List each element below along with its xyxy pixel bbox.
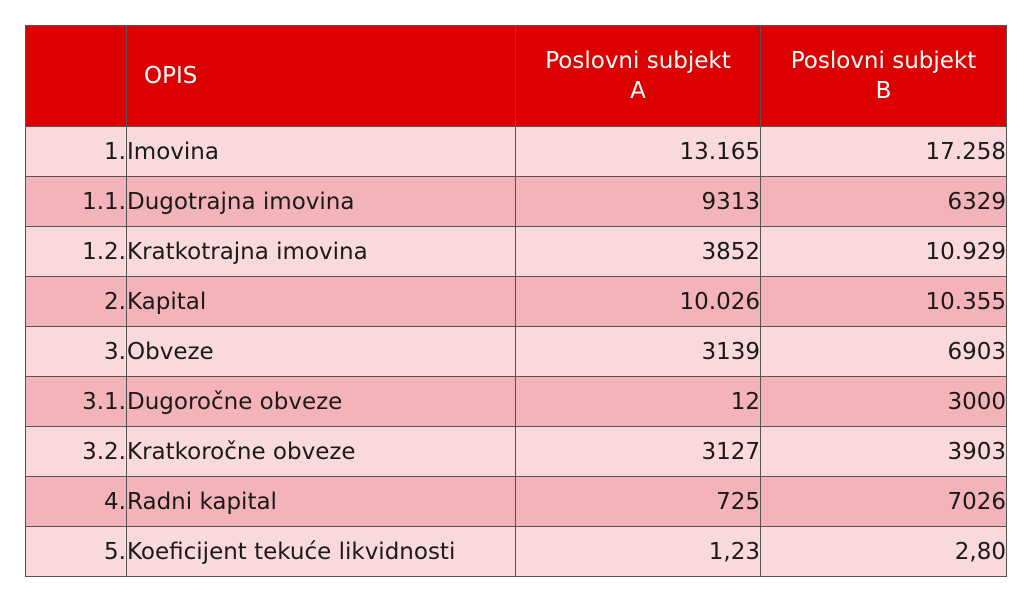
row-value-b: 3903 — [760, 426, 1007, 477]
table-row: 3. Obveze 3139 6903 — [25, 326, 1007, 377]
row-value-a: 13.165 — [515, 126, 761, 177]
header-subject-b: Poslovni subjekt B — [760, 25, 1007, 127]
row-value-b: 7026 — [760, 476, 1007, 527]
row-value-a: 3852 — [515, 226, 761, 277]
table-row: 2. Kapital 10.026 10.355 — [25, 276, 1007, 327]
row-value-b: 17.258 — [760, 126, 1007, 177]
row-value-a: 1,23 — [515, 526, 761, 577]
row-description: Radni kapital — [126, 476, 516, 527]
row-number: 2. — [25, 276, 127, 327]
row-number: 3.2. — [25, 426, 127, 477]
row-number: 1.2. — [25, 226, 127, 277]
header-num — [25, 25, 127, 127]
header-subject-a-line1: Poslovni subjekt — [545, 48, 731, 74]
row-number: 1. — [25, 126, 127, 177]
row-number: 3. — [25, 326, 127, 377]
row-description: Kapital — [126, 276, 516, 327]
row-number: 5. — [25, 526, 127, 577]
row-description: Kratkoročne obveze — [126, 426, 516, 477]
row-value-a: 3139 — [515, 326, 761, 377]
financial-table: OPIS Poslovni subjekt A Poslovni subjekt… — [25, 25, 1007, 577]
header-opis: OPIS — [126, 25, 516, 127]
row-value-b: 3000 — [760, 376, 1007, 427]
table-row: 1.1. Dugotrajna imovina 9313 6329 — [25, 176, 1007, 227]
row-value-b: 10.929 — [760, 226, 1007, 277]
table-row: 1.2. Kratkotrajna imovina 3852 10.929 — [25, 226, 1007, 277]
row-description: Obveze — [126, 326, 516, 377]
row-value-a: 3127 — [515, 426, 761, 477]
row-number: 3.1. — [25, 376, 127, 427]
header-subject-b-line2: B — [875, 78, 892, 104]
row-number: 1.1. — [25, 176, 127, 227]
table-row: 4. Radni kapital 725 7026 — [25, 476, 1007, 527]
row-value-a: 12 — [515, 376, 761, 427]
table-row: 3.1. Dugoročne obveze 12 3000 — [25, 376, 1007, 427]
table-body: 1. Imovina 13.165 17.258 1.1. Dugotrajna… — [25, 126, 1007, 577]
table-header: OPIS Poslovni subjekt A Poslovni subjekt… — [25, 25, 1007, 127]
row-value-a: 9313 — [515, 176, 761, 227]
row-description: Koeficijent tekuće likvidnosti — [126, 526, 516, 577]
row-value-b: 10.355 — [760, 276, 1007, 327]
table-row: 1. Imovina 13.165 17.258 — [25, 126, 1007, 177]
header-subject-a: Poslovni subjekt A — [515, 25, 761, 127]
row-number: 4. — [25, 476, 127, 527]
header-subject-a-line2: A — [630, 78, 646, 104]
row-value-b: 2,80 — [760, 526, 1007, 577]
row-value-a: 725 — [515, 476, 761, 527]
row-value-b: 6329 — [760, 176, 1007, 227]
row-value-a: 10.026 — [515, 276, 761, 327]
row-description: Imovina — [126, 126, 516, 177]
header-subject-b-line1: Poslovni subjekt — [790, 48, 977, 74]
table-row: 3.2. Kratkoročne obveze 3127 3903 — [25, 426, 1007, 477]
row-description: Dugoročne obveze — [126, 376, 516, 427]
row-value-b: 6903 — [760, 326, 1007, 377]
header-row: OPIS Poslovni subjekt A Poslovni subjekt… — [25, 25, 1007, 127]
row-description: Dugotrajna imovina — [126, 176, 516, 227]
table-row: 5. Koeficijent tekuće likvidnosti 1,23 2… — [25, 526, 1007, 577]
row-description: Kratkotrajna imovina — [126, 226, 516, 277]
